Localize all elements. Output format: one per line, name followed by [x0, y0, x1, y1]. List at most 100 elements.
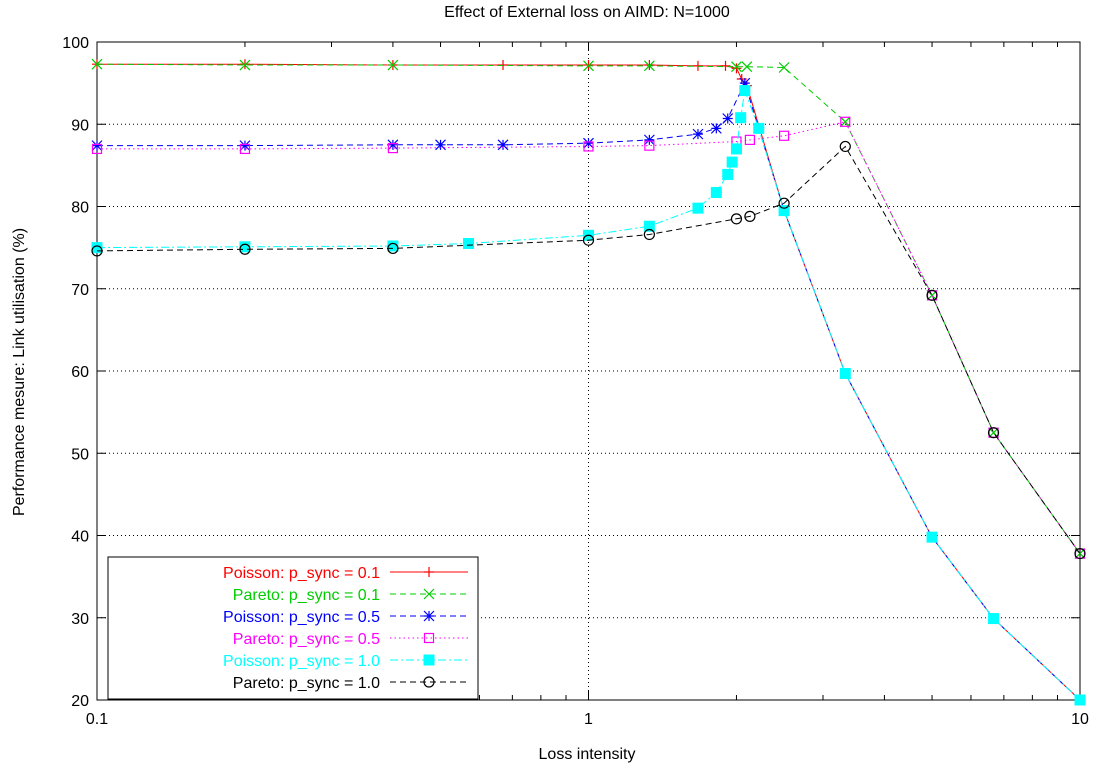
y-tick-label: 30 [71, 611, 89, 628]
data-point [840, 116, 851, 127]
ticks: 20 30 40 50 60 70 80 90 100 0.1 1 10 [62, 35, 1089, 728]
series-6 [91, 140, 1086, 560]
data-point [643, 60, 655, 72]
legend-item: Pareto: p_sync = 0.5 [233, 631, 468, 648]
y-tick-label: 60 [71, 364, 89, 381]
data-point [726, 156, 738, 168]
legend-label: Pareto: p_sync = 0.5 [233, 631, 380, 648]
data-point [423, 588, 435, 600]
series-4 [91, 116, 1086, 559]
y-tick-label: 80 [71, 200, 89, 217]
data-point [710, 122, 722, 134]
data-point [423, 632, 435, 644]
data-point [583, 60, 594, 72]
data-point [778, 130, 790, 141]
data-point [988, 613, 1000, 625]
data-point [741, 61, 753, 73]
series-line [96, 145, 1081, 554]
data-point [730, 143, 742, 155]
data-point [778, 197, 790, 209]
data-point [643, 228, 655, 241]
data-point [239, 243, 251, 255]
legend-item: Pareto: p_sync = 1.0 [233, 675, 468, 692]
data-point [239, 140, 251, 152]
data-point [739, 77, 751, 89]
data-point [91, 242, 103, 254]
data-point [753, 122, 765, 134]
y-tick-label: 50 [71, 446, 89, 463]
data-point [839, 140, 851, 153]
grid-lines [97, 42, 1080, 700]
series-3 [91, 77, 1086, 706]
data-point [643, 134, 655, 146]
y-tick-label: 90 [71, 117, 89, 134]
x-tick-label: 10 [1071, 711, 1089, 728]
data-point [239, 143, 251, 155]
data-point [1074, 547, 1086, 560]
data-point [91, 245, 103, 257]
data-point [387, 59, 399, 71]
legend-item: Poisson: p_sync = 0.5 [223, 609, 468, 626]
data-point [1074, 694, 1086, 706]
data-point [463, 238, 475, 250]
data-point [423, 654, 435, 666]
data-point [730, 213, 743, 225]
data-point [926, 289, 938, 301]
data-point [239, 241, 251, 253]
data-point [744, 134, 755, 145]
data-point [387, 242, 399, 255]
data-point [91, 143, 103, 155]
legend-label: Poisson: p_sync = 1.0 [223, 653, 380, 670]
x-axis-title: Loss intensity [539, 746, 636, 763]
legend-item: Pareto: p_sync = 0.1 [233, 587, 468, 604]
data-point [91, 58, 103, 70]
y-tick-label: 70 [71, 282, 89, 299]
data-point [583, 141, 594, 152]
legend-label: Poisson: p_sync = 0.1 [223, 565, 380, 582]
legend-label: Poisson: p_sync = 0.5 [223, 609, 380, 626]
data-point [722, 113, 734, 124]
data-point [91, 140, 103, 152]
data-point [778, 205, 790, 217]
data-point [239, 59, 251, 71]
legend-label: Pareto: p_sync = 1.0 [233, 675, 380, 692]
data-point [582, 234, 595, 246]
data-point [497, 139, 509, 151]
data-point [739, 85, 751, 97]
y-tick-label: 40 [71, 529, 89, 546]
x-tick-label: 0.1 [86, 711, 108, 728]
data-point [387, 143, 399, 154]
data-point [735, 112, 747, 124]
data-point [778, 62, 790, 73]
data-point [722, 168, 734, 180]
data-point [644, 140, 655, 151]
legend-label: Pareto: p_sync = 0.1 [233, 587, 380, 604]
data-point [744, 210, 756, 222]
data-point [720, 60, 731, 71]
data-point [424, 567, 434, 577]
legend-item: Poisson: p_sync = 0.1 [223, 565, 468, 582]
data-point [839, 116, 851, 128]
series-line [96, 63, 1081, 554]
data-point [387, 240, 399, 252]
data-point [643, 220, 655, 232]
data-point [987, 427, 1000, 439]
y-axis-title: Performance mesure: Link utilisation (%) [11, 228, 28, 516]
y-tick-label: 100 [62, 35, 89, 52]
data-point [692, 202, 704, 214]
data-point [583, 137, 594, 149]
legend-item: Poisson: p_sync = 1.0 [223, 653, 468, 670]
data-point [731, 63, 742, 74]
legend-box [107, 556, 479, 700]
x-tick-label: 1 [584, 711, 593, 728]
data-point [839, 367, 851, 379]
chart-title: Effect of External loss on AIMD: N=1000 [444, 4, 730, 21]
data-point [423, 676, 435, 688]
y-tick-label: 20 [71, 693, 89, 710]
data-point [710, 187, 722, 199]
data-point [692, 128, 704, 140]
data-point [926, 531, 938, 543]
series-line [97, 121, 1081, 554]
data-point [435, 139, 446, 151]
